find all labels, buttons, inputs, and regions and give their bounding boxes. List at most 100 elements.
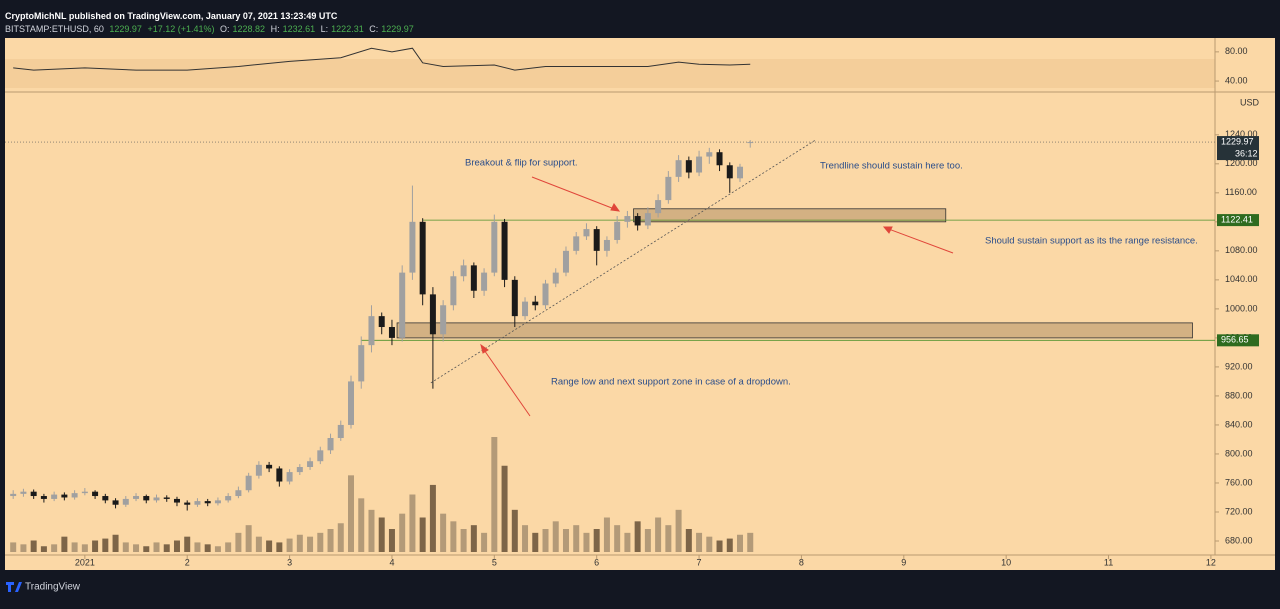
candle-body [173, 498, 180, 503]
ohlc-value: 1222.31 [331, 24, 364, 34]
candle-body [409, 221, 416, 273]
candle-body [388, 327, 395, 338]
volume-bar [573, 525, 580, 552]
candle-body [245, 475, 252, 491]
rsi-tick-label: 40.00 [1225, 75, 1248, 85]
volume-bar [440, 513, 447, 552]
volume-bar [511, 509, 518, 552]
rsi-band [5, 59, 1215, 88]
y-tick-label: 1240.00 [1225, 129, 1258, 139]
candle-body [225, 496, 232, 501]
candle-body [71, 493, 78, 498]
candle-body [726, 165, 733, 179]
volume-bar [61, 536, 68, 552]
volume-bar [143, 546, 150, 552]
y-axis-label: USD [1240, 97, 1260, 107]
volume-bar [368, 509, 375, 552]
volume-bar [184, 536, 191, 552]
candle-body [255, 464, 262, 476]
candle-body [317, 450, 324, 462]
candle-body [522, 301, 529, 317]
volume-bar [102, 538, 109, 552]
marks: 680.00720.00760.00800.00840.00880.00920.… [5, 46, 1259, 567]
chart-background [5, 38, 1275, 570]
ohlc-label: L: [320, 24, 329, 34]
y-tick-label: 1200.00 [1225, 158, 1258, 168]
y-tick-label: 920.00 [1225, 361, 1253, 371]
candle-body [133, 496, 140, 499]
y-tick-label: 1160.00 [1225, 187, 1257, 197]
x-tick-label: 9 [901, 557, 906, 567]
volume-bar [460, 529, 467, 552]
change: +17.12 (+1.41%) [147, 24, 215, 34]
candle-body [655, 200, 662, 214]
y-tick-label: 680.00 [1225, 535, 1253, 545]
zone [396, 322, 1193, 339]
arrow [531, 176, 618, 211]
volume-bar [716, 540, 723, 552]
x-tick-label: 6 [594, 557, 599, 567]
candle-body [163, 497, 170, 499]
candle-body [450, 276, 457, 306]
volume-bar [225, 542, 232, 552]
candle-body [81, 491, 88, 494]
volume-bar [685, 529, 692, 552]
candle-body [491, 221, 498, 273]
logo [6, 582, 22, 592]
candle-body [194, 501, 201, 505]
candle-body [235, 490, 242, 497]
candle-body [307, 461, 314, 468]
volume-bar [30, 540, 37, 552]
y-tick-label: 1040.00 [1225, 274, 1258, 284]
annotation: Trendline should sustain here too. [820, 161, 963, 172]
candle-body [706, 152, 713, 157]
volume-bar [40, 546, 47, 552]
candle-body [634, 216, 641, 226]
level-tag-label: 1122.41 [1221, 214, 1253, 224]
price-tag-label: 1229.97 [1221, 136, 1254, 146]
level-tag-label: 956.65 [1221, 335, 1249, 345]
last-price: 1229.97 [109, 24, 142, 34]
candle-body [30, 491, 37, 497]
volume-bar [470, 525, 477, 552]
y-tick-label: 880.00 [1225, 390, 1253, 400]
volume-bar [153, 542, 160, 552]
y-tick-label: 1080.00 [1225, 245, 1258, 255]
candle-body [481, 272, 488, 291]
candle-body [562, 250, 569, 273]
candle-body [747, 142, 754, 144]
zone [633, 208, 947, 223]
ohlc-label: H: [270, 24, 280, 34]
candle-body [624, 216, 631, 222]
volume-bar [552, 521, 559, 552]
y-tick-label: 1000.00 [1225, 303, 1258, 313]
symbol: BITSTAMP:ETHUSD, 60 [5, 24, 104, 34]
candle-body [429, 294, 436, 335]
annotation: Range low and next support zone in case … [551, 377, 791, 388]
volume-bar [614, 525, 621, 552]
candle-body [368, 316, 375, 346]
x-tick-label: 2 [185, 557, 190, 567]
candle-body [286, 472, 293, 482]
volume-bar [665, 525, 672, 552]
candle-body [348, 381, 355, 425]
volume-bar [20, 544, 27, 552]
volume-bar [593, 529, 600, 552]
candle-body [143, 496, 150, 501]
volume-bar [122, 542, 129, 552]
x-tick-label: 4 [389, 557, 394, 567]
volume-bar [675, 509, 682, 552]
candle-body [10, 493, 17, 497]
ohlc-value: 1229.97 [381, 24, 414, 34]
volume-bar [481, 532, 488, 552]
volume-bar [522, 525, 529, 552]
candle-body [460, 265, 467, 277]
candle-body [112, 500, 119, 505]
ohlc-label: C: [369, 24, 379, 34]
x-tick-label: 12 [1206, 557, 1216, 567]
arrows [480, 176, 954, 417]
volume-bar [245, 525, 252, 552]
candle-body [276, 468, 283, 482]
